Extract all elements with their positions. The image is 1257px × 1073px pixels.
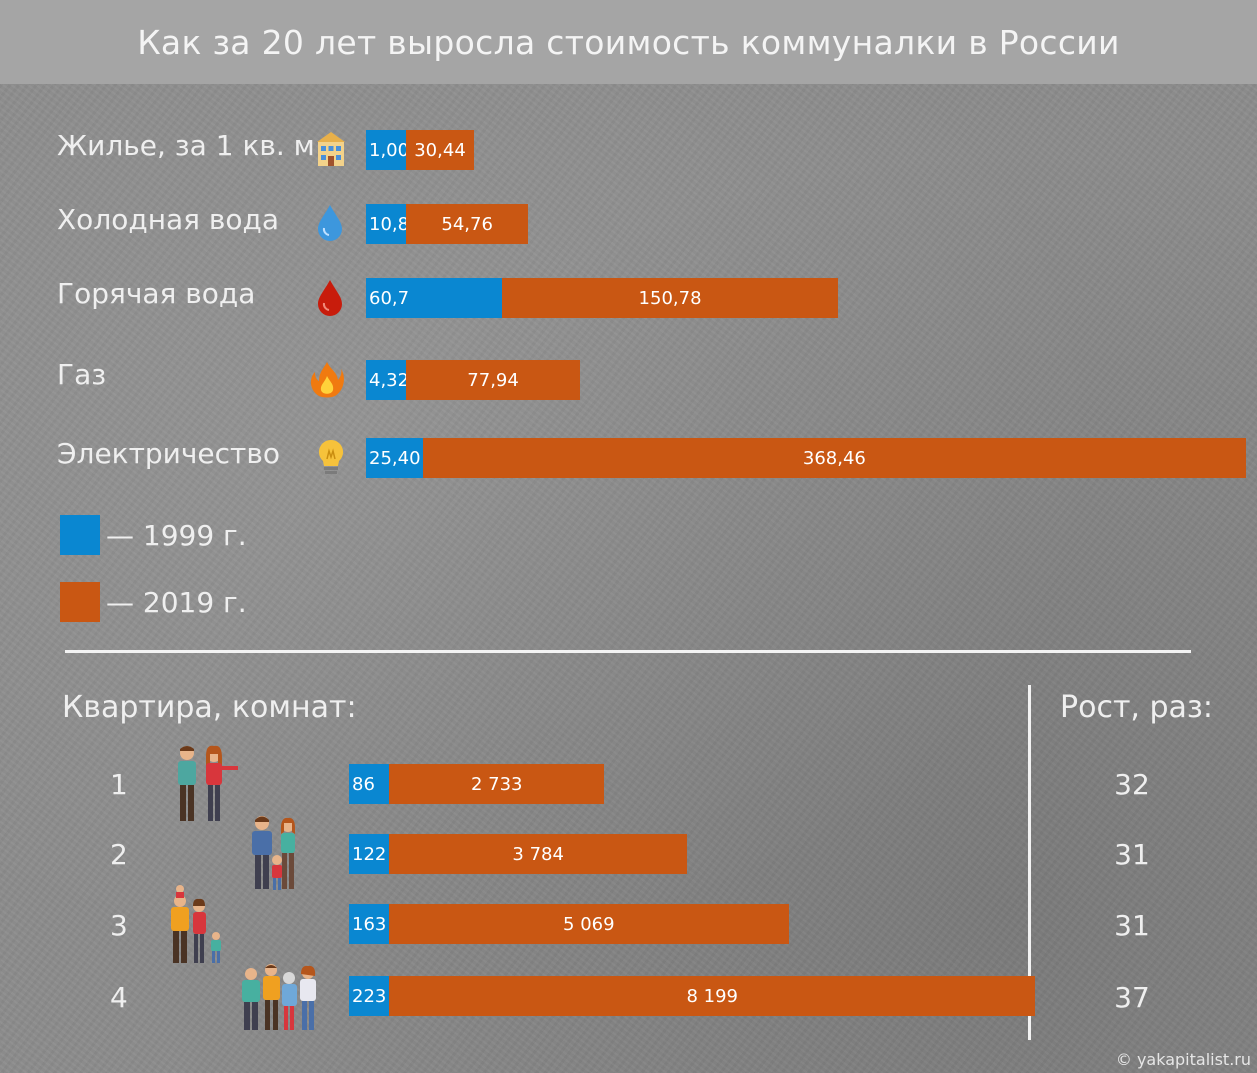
- bar-2019: 54,76: [406, 204, 529, 244]
- house-icon: [317, 132, 345, 166]
- chart-bar-row: 25,40 368,46: [366, 438, 1246, 478]
- bar-2019: 3 784: [389, 834, 688, 874]
- section-divider: [65, 650, 1191, 653]
- chart-bar-row: 163 5 069: [349, 904, 789, 944]
- chart-bar-row: 60,7 150,78: [366, 278, 839, 318]
- bar-2019: 8 199: [389, 976, 1036, 1016]
- bar-1999: 10,87: [366, 204, 406, 244]
- legend-swatch-1999: [60, 515, 100, 555]
- growth-value: 31: [1114, 909, 1150, 942]
- bar-2019: 77,94: [406, 360, 581, 400]
- vertical-divider: [1028, 685, 1031, 1040]
- bar-2019: 2 733: [389, 764, 605, 804]
- chart-bar-row: 223 8 199: [349, 976, 1036, 1016]
- legend-label-1999: — 1999 г.: [106, 519, 247, 552]
- chart-bar-row: 122 3 784: [349, 834, 688, 874]
- large-family-icon: [242, 964, 316, 1030]
- legend-swatch-2019: [60, 582, 100, 622]
- bar-1999: 60,7: [366, 278, 502, 318]
- bar-1999: 86: [349, 764, 389, 804]
- watermark: © yakapitalist.ru: [1115, 1050, 1251, 1069]
- growth-value: 31: [1114, 838, 1150, 871]
- bar-2019: 150,78: [501, 278, 839, 318]
- rooms-count: 4: [110, 981, 128, 1014]
- lightbulb-icon: [318, 439, 344, 474]
- rooms-header: Квартира, комнат:: [62, 690, 357, 725]
- chart-bar-row: 10,87 54,76: [366, 204, 529, 244]
- category-label: Жилье, за 1 кв. м: [57, 129, 315, 162]
- category-label: Горячая вода: [57, 277, 256, 310]
- hot-water-drop-icon: [318, 280, 342, 316]
- water-drop-icon: [318, 205, 342, 241]
- rooms-count: 3: [110, 909, 128, 942]
- bar-2019: 30,44: [406, 130, 474, 170]
- chart-bar-row: 86 2 733: [349, 764, 605, 804]
- title-bar: Как за 20 лет выросла стоимость коммунал…: [0, 0, 1257, 84]
- bar-1999: 122: [349, 834, 389, 874]
- growth-value: 32: [1114, 768, 1150, 801]
- bar-1999: 25,40: [366, 438, 423, 478]
- family-couple-icon: [178, 745, 238, 821]
- family-with-two-children-icon: [171, 885, 221, 963]
- category-label: Холодная вода: [57, 203, 280, 236]
- bar-1999: 4,32: [366, 360, 406, 400]
- growth-header: Рост, раз:: [1060, 690, 1213, 725]
- page-title: Как за 20 лет выросла стоимость коммунал…: [137, 22, 1120, 62]
- legend-label-2019: — 2019 г.: [106, 586, 247, 619]
- bar-1999: 163: [349, 904, 389, 944]
- category-label: Газ: [57, 358, 107, 391]
- category-label: Электричество: [57, 437, 280, 470]
- family-with-child-icon: [252, 816, 295, 890]
- bar-1999: 223: [349, 976, 389, 1016]
- bar-2019: 368,46: [422, 438, 1246, 478]
- rooms-count: 2: [110, 838, 128, 871]
- bar-2019: 5 069: [389, 904, 789, 944]
- growth-value: 37: [1114, 981, 1150, 1014]
- bar-1999: 1,00: [366, 130, 406, 170]
- rooms-count: 1: [110, 768, 128, 801]
- chart-bar-row: 4,32 77,94: [366, 360, 581, 400]
- flame-icon: [310, 362, 344, 398]
- chart-bar-row: 1,00 30,44: [366, 130, 474, 170]
